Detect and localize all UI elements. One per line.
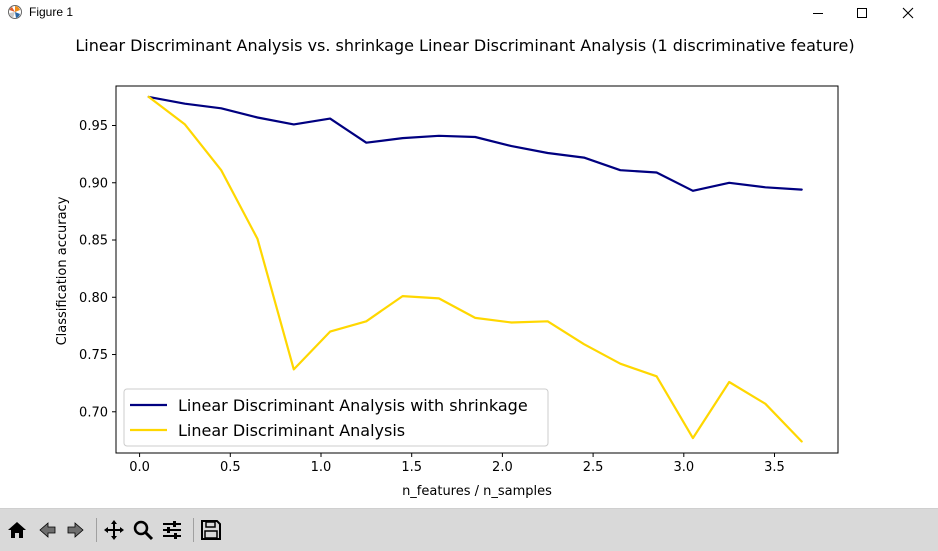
x-tick-label: 0.5 (220, 460, 241, 475)
zoom-icon (133, 520, 154, 541)
window-title: Figure 1 (29, 5, 74, 19)
legend-label: Linear Discriminant Analysis (178, 421, 405, 440)
maximize-button[interactable] (839, 0, 885, 26)
series-line-1 (147, 95, 803, 192)
y-tick-label: 0.85 (79, 234, 108, 249)
home-button[interactable] (3, 516, 31, 544)
chart-title: Linear Discriminant Analysis vs. shrinka… (75, 36, 854, 55)
series-line-2 (147, 95, 803, 443)
x-tick-label: 0.0 (129, 460, 150, 475)
configure-subplots-button[interactable] (158, 516, 186, 544)
window-titlebar: Figure 1 (0, 0, 938, 26)
pan-button[interactable] (100, 516, 128, 544)
y-tick-label: 0.90 (79, 176, 108, 191)
x-tick-label: 2.5 (583, 460, 604, 475)
legend: Linear Discriminant Analysis with shrink… (123, 388, 549, 447)
matplotlib-app-icon (8, 5, 22, 19)
minimize-icon (813, 13, 823, 14)
save-icon (201, 520, 221, 540)
line-chart: Linear Discriminant Analysis vs. shrinka… (55, 36, 855, 499)
back-button[interactable] (33, 516, 61, 544)
y-tick-label: 0.75 (79, 348, 108, 363)
y-tick-label: 0.95 (79, 119, 108, 134)
close-button[interactable] (885, 0, 931, 26)
legend-box (123, 388, 549, 447)
x-tick-label: 1.5 (401, 460, 422, 475)
x-tick-label: 3.0 (673, 460, 694, 475)
figure-canvas: Linear Discriminant Analysis vs. shrinka… (0, 26, 938, 508)
home-icon (8, 522, 26, 538)
forward-button[interactable] (62, 516, 90, 544)
maximize-icon (857, 8, 867, 18)
forward-icon (67, 522, 84, 538)
pan-icon (104, 520, 124, 540)
minimize-button[interactable] (795, 0, 841, 26)
y-tick-label: 0.80 (79, 291, 108, 306)
configure-subplots-icon (163, 521, 181, 539)
x-tick-label: 3.5 (764, 460, 785, 475)
close-icon (902, 7, 914, 19)
toolbar-separator (96, 518, 97, 542)
legend-label: Linear Discriminant Analysis with shrink… (178, 396, 528, 415)
save-button[interactable] (197, 516, 225, 544)
toolbar-separator (193, 518, 194, 542)
x-axis-label: n_features / n_samples (402, 484, 552, 499)
y-tick-label: 0.70 (79, 405, 108, 420)
y-axis-label: Classification accuracy (55, 196, 70, 345)
x-tick-label: 1.0 (311, 460, 332, 475)
x-tick-label: 2.0 (492, 460, 513, 475)
back-icon (39, 522, 56, 538)
plot-frame (115, 85, 839, 454)
navigation-toolbar (0, 508, 938, 551)
zoom-button[interactable] (129, 516, 157, 544)
